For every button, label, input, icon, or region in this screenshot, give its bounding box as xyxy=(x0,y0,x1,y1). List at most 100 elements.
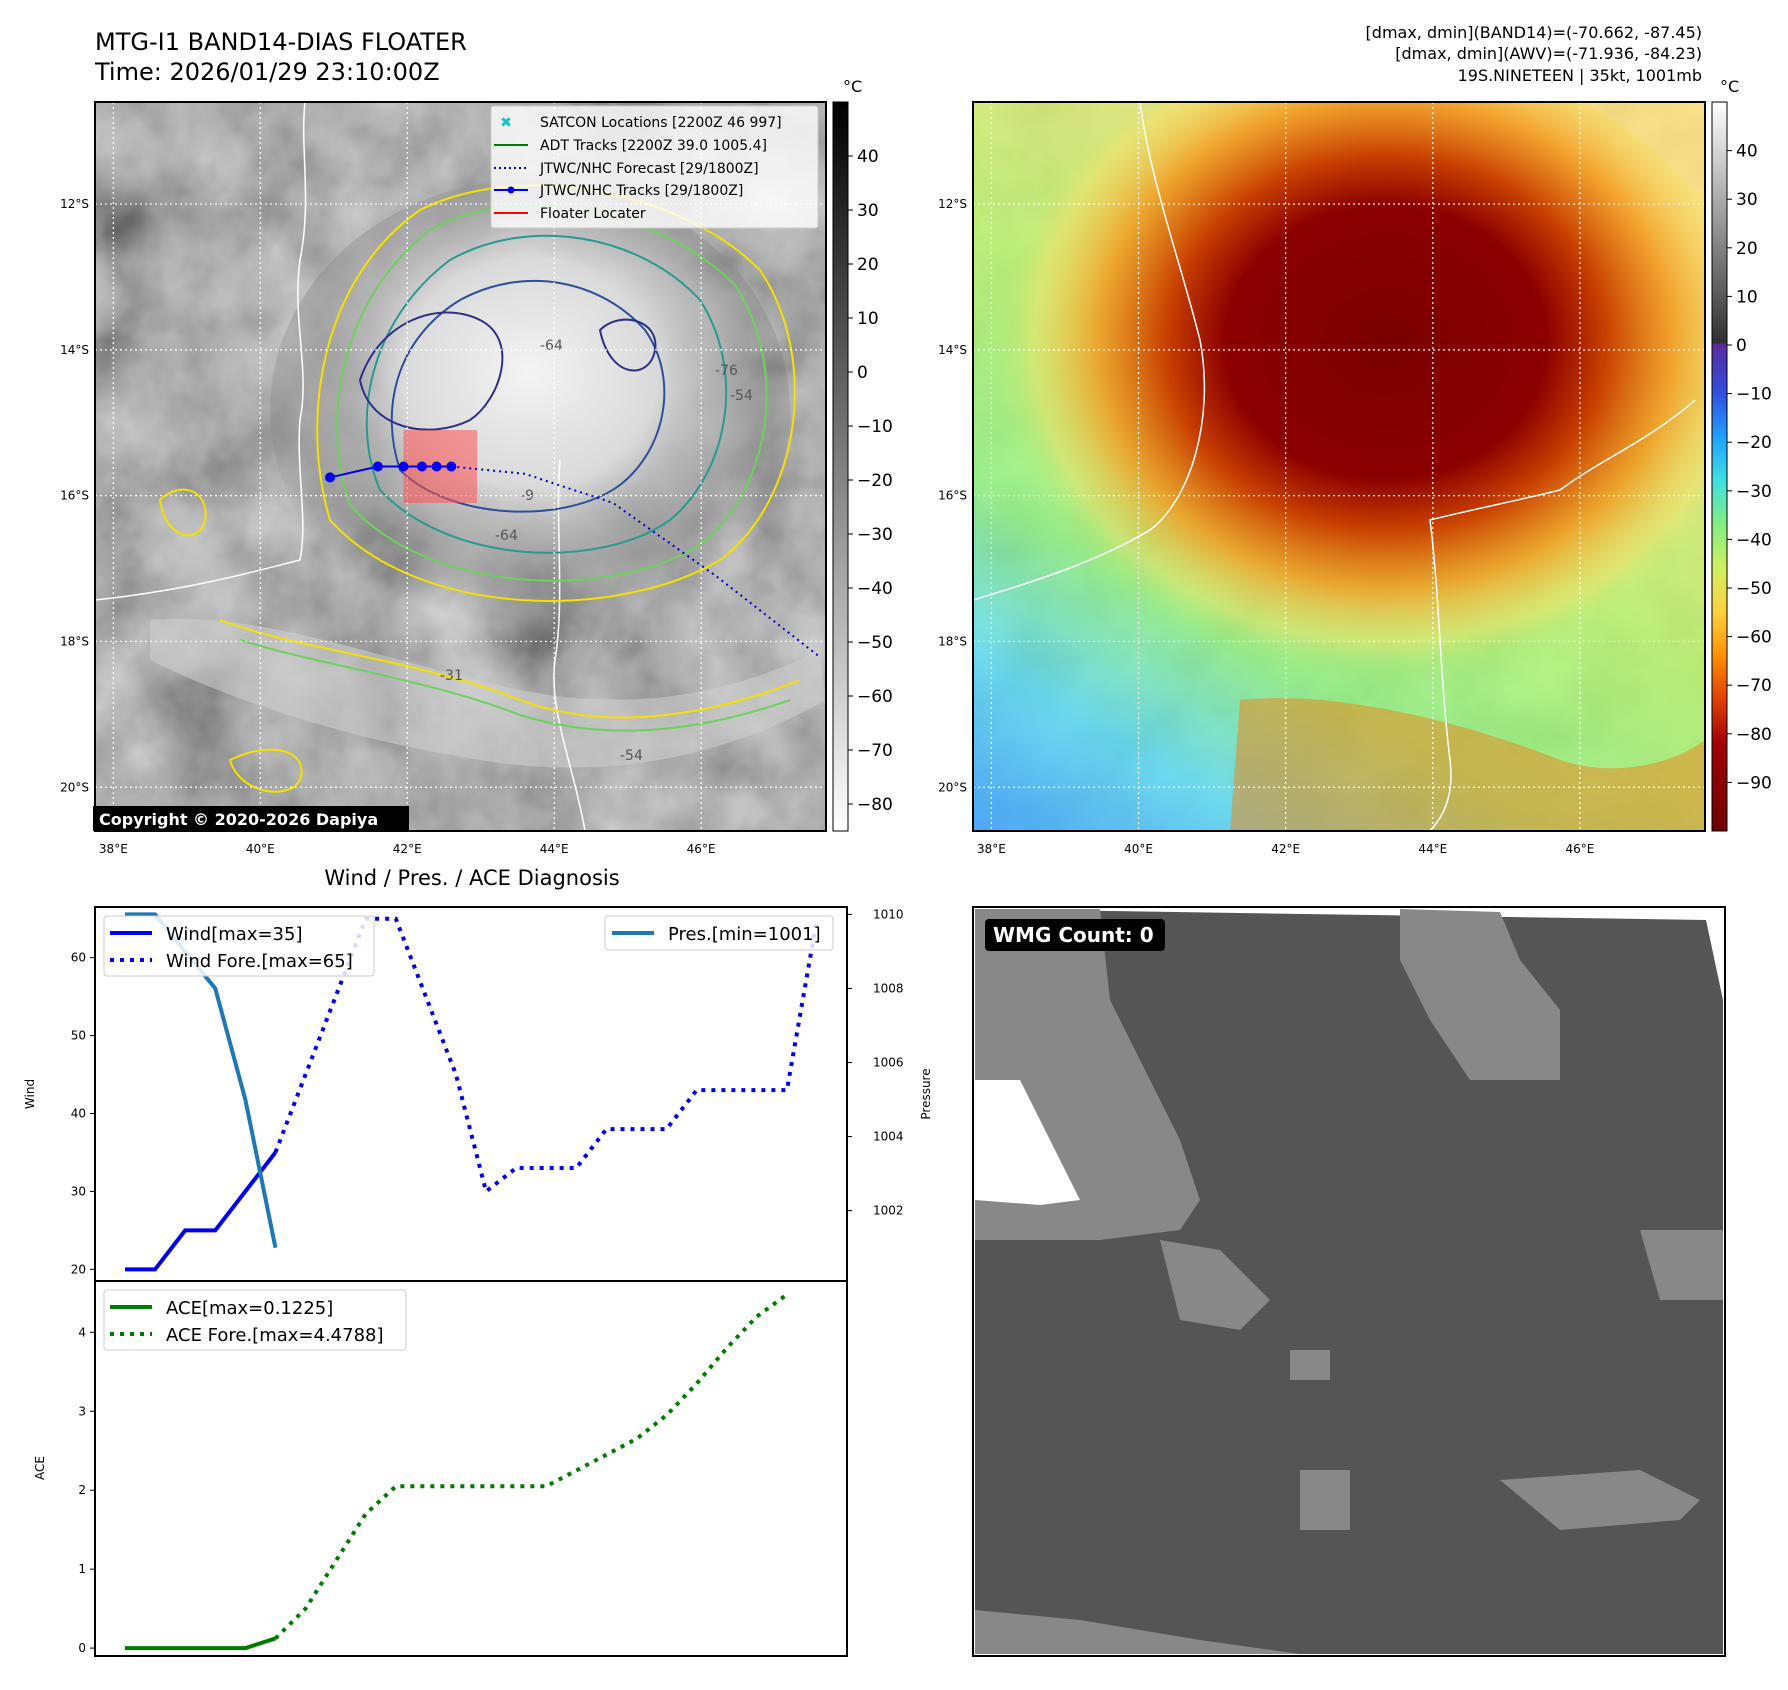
contour-label: -64 xyxy=(495,528,518,544)
awv-rainband xyxy=(1230,698,1705,831)
colorbar-left-ticks: 40 30 20 10 0 −10 −20 −30 −40 −50 −60 −70 −80 xyxy=(848,147,893,815)
legend-satcon-marker: ✖ xyxy=(500,115,512,131)
colorbar-tick-label: −30 xyxy=(1736,482,1772,502)
wmg-count-text: WMG Count: 0 xyxy=(993,923,1154,947)
jtwc-forecast-track xyxy=(451,465,820,657)
y2-tick-label: 1002 xyxy=(873,1204,904,1218)
legend-item-forecast: JTWC/NHC Forecast [29/1800Z] xyxy=(539,161,759,177)
colorbar-tick-label: 40 xyxy=(1736,142,1758,162)
lon-tick-label: 42°E xyxy=(1271,842,1300,856)
lat-tick-label: 18°S xyxy=(60,634,89,648)
wmg-gray-patch-right xyxy=(1500,1470,1700,1530)
jtwc-track-points xyxy=(325,461,457,483)
wmg-count-badge xyxy=(985,919,1165,951)
diagnosis-title: Wind / Pres. / ACE Diagnosis xyxy=(324,866,619,890)
legend-item-tracks: JTWC/NHC Tracks [29/1800Z] xyxy=(539,183,743,199)
y-tick-label: 4 xyxy=(78,1325,86,1339)
lat-tick-label: 16°S xyxy=(938,489,967,503)
wmg-gray-patch-bottom xyxy=(975,1610,1300,1654)
y2-tick-label: 1006 xyxy=(873,1056,904,1070)
pressure-legend-label: Pres.[min=1001] xyxy=(668,924,821,945)
info-line-3: 19S.NINETEEN | 35kt, 1001mb xyxy=(1458,66,1702,85)
lon-tick-label: 44°E xyxy=(1418,842,1447,856)
lat-tick-label: 14°S xyxy=(938,343,967,357)
colorbar-tick-label: 40 xyxy=(857,147,879,167)
colorbar-tick-label: 0 xyxy=(857,363,868,383)
y2-tick-label: 1010 xyxy=(873,907,904,921)
lon-tick-label: 42°E xyxy=(393,842,422,856)
colorbar-tick-label: 20 xyxy=(1736,239,1758,259)
ace-legend-label: ACE[max=0.1225] xyxy=(166,1298,333,1319)
legend-item-satcon: SATCON Locations [2200Z 46 997] xyxy=(540,115,782,131)
info-line-1: [dmax, dmin](BAND14)=(-70.662, -87.45) xyxy=(1366,23,1702,42)
series-line-0 xyxy=(125,1151,278,1272)
colorbar-right-unit: °C xyxy=(1720,77,1739,96)
lat-tick-label: 20°S xyxy=(938,780,967,794)
lat-tick-label: 20°S xyxy=(60,780,89,794)
y-tick-label: 0 xyxy=(78,1641,86,1655)
ace-axis-label: ACE xyxy=(33,1456,47,1480)
title-line-2: Time: 2026/01/29 23:10:00Z xyxy=(94,58,440,86)
colorbar-tick-label: −80 xyxy=(1736,725,1772,745)
colorbar-tick-label: 20 xyxy=(857,255,879,275)
lon-tick-label: 46°E xyxy=(1566,842,1595,856)
lat-tick-label: 16°S xyxy=(60,489,89,503)
series-line-1 xyxy=(274,1292,789,1640)
lon-tick-label: 46°E xyxy=(687,842,716,856)
legend-item-adt: ADT Tracks [2200Z 39.0 1005.4] xyxy=(540,138,767,154)
ace-plot: 0 1 2 3 4 xyxy=(78,1292,789,1655)
track-point xyxy=(446,461,457,472)
y-tick-label: 60 xyxy=(71,951,86,965)
wmg-gray-patch-low xyxy=(1300,1470,1350,1530)
colorbar-tick-label: −10 xyxy=(857,417,893,437)
wmg-gray-patch-mid xyxy=(1160,1240,1270,1330)
awv-storm xyxy=(973,102,1705,730)
y-tick-label: 20 xyxy=(71,1262,86,1276)
colorbar-left xyxy=(832,101,849,832)
contour-label: -76 xyxy=(715,363,738,379)
map-legend: ✖ SATCON Locations [2200Z 46 997] ADT Tr… xyxy=(490,105,819,229)
lon-tick-label: 38°E xyxy=(99,842,128,856)
ace-legend: ACE[max=0.1225] ACE Fore.[max=4.4788] xyxy=(103,1289,407,1351)
colorbar-tick-label: 10 xyxy=(857,309,879,329)
colorbar-tick-label: −90 xyxy=(1736,773,1772,793)
wmg-gray-patch-edge xyxy=(1640,1230,1723,1300)
colorbar-tick-label: −70 xyxy=(857,741,893,761)
colorbar-tick-label: 10 xyxy=(1736,287,1758,307)
colorbar-tick-label: −20 xyxy=(857,471,893,491)
track-point xyxy=(416,461,427,472)
wmg-panel: WMG Count: 0 xyxy=(972,906,1726,1657)
track-point xyxy=(372,461,383,472)
track-point xyxy=(398,461,409,472)
track-point xyxy=(431,461,442,472)
colorbar-tick-label: 0 xyxy=(1736,336,1747,356)
y-tick-label: 3 xyxy=(78,1404,86,1418)
contour-label: -54 xyxy=(730,388,753,404)
y-tick-label: 1 xyxy=(78,1562,86,1576)
wind-legend-box xyxy=(103,915,375,977)
wind-legend: Wind[max=35] Wind Fore.[max=65] xyxy=(103,915,375,977)
colorbar-tick-label: −70 xyxy=(1736,676,1772,696)
colorbar-tick-label: −40 xyxy=(1736,530,1772,550)
map-tick-labels: 38°E 40°E 42°E 44°E 46°E 12°S 14°S 16°S 18°S 20°S… xyxy=(60,197,1594,856)
colorbar-right-ticks: 40 30 20 10 0 −10 −20 −30 −40 −50 −60 −70 −80 −90 xyxy=(1727,142,1772,793)
y-tick-label: 2 xyxy=(78,1483,86,1497)
wind-fore-legend-label: Wind Fore.[max=65] xyxy=(166,951,353,972)
y-tick-label: 50 xyxy=(71,1029,86,1043)
colorbar-tick-label: −20 xyxy=(1736,433,1772,453)
colorbar-tick-label: −50 xyxy=(857,633,893,653)
wmg-gray-patch-top xyxy=(1400,909,1560,1080)
contour-label: -64 xyxy=(540,338,563,354)
ace-fore-legend-label: ACE Fore.[max=4.4788] xyxy=(166,1325,384,1346)
colorbar-tick-label: −30 xyxy=(857,525,893,545)
lat-tick-label: 14°S xyxy=(60,343,89,357)
legend-item-floater: Floater Locater xyxy=(540,206,646,222)
lat-tick-label: 12°S xyxy=(60,197,89,211)
ace-legend-box xyxy=(103,1289,407,1351)
pressure-legend: Pres.[min=1001] xyxy=(604,915,834,951)
copyright-text: Copyright © 2020-2026 Dapiya xyxy=(99,810,378,829)
ir-coastline-africa xyxy=(95,102,307,601)
lon-tick-label: 38°E xyxy=(977,842,1006,856)
legend-track-marker xyxy=(507,186,515,194)
